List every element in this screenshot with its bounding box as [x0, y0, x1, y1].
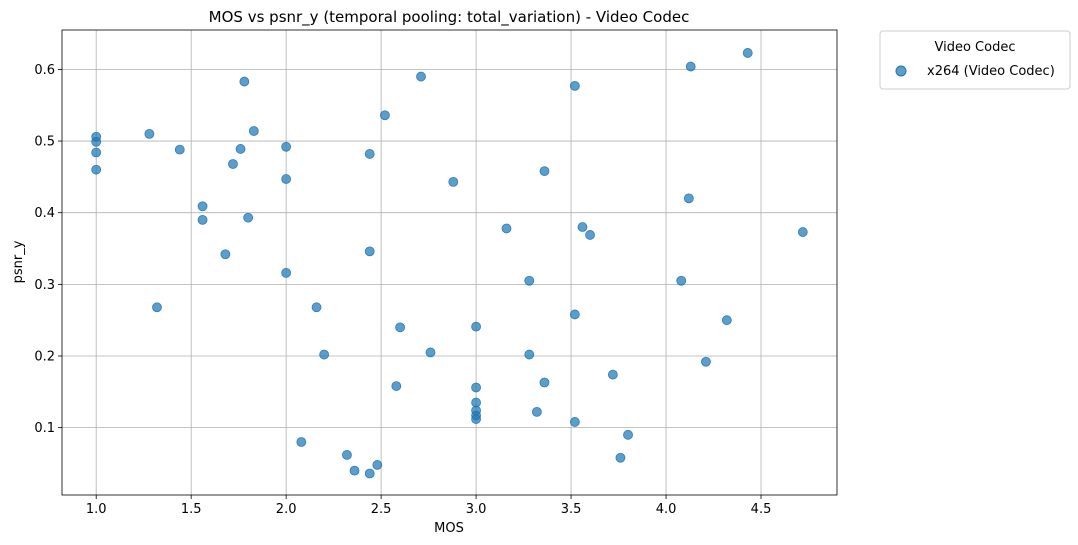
data-point: [471, 382, 481, 393]
data-point: [152, 302, 162, 313]
data-point: [569, 80, 580, 91]
data-point: [235, 144, 246, 154]
data-point: [416, 71, 426, 82]
x-tick-label: 2.5: [371, 502, 392, 517]
x-tick-label: 1.5: [181, 502, 202, 517]
data-point: [615, 452, 626, 463]
data-point: [281, 141, 292, 152]
data-point: [296, 437, 307, 447]
data-point: [239, 76, 250, 87]
data-point: [531, 406, 542, 417]
x-tick-label: 4.5: [751, 502, 772, 517]
data-point: [91, 136, 102, 147]
data-point: [721, 315, 732, 326]
legend: Video Codec x264 (Video Codec): [879, 30, 1071, 90]
data-point: [539, 377, 550, 388]
legend-title: Video Codec: [935, 40, 1016, 55]
data-point: [471, 414, 481, 424]
data-point: [524, 275, 535, 286]
data-point: [372, 460, 383, 470]
x-tick-label: 3.0: [466, 502, 487, 517]
data-point: [342, 449, 352, 460]
data-point: [220, 249, 231, 260]
data-points: [91, 48, 808, 479]
data-point: [197, 201, 208, 212]
data-point: [364, 468, 375, 479]
data-point: [364, 246, 375, 257]
data-point: [349, 465, 360, 476]
x-tick-label: 4.0: [656, 502, 677, 517]
y-tick-label: 0.2: [34, 350, 55, 365]
x-tick-label: 2.0: [276, 502, 297, 517]
legend-box: [879, 30, 1071, 90]
data-point: [501, 223, 512, 234]
data-point: [380, 110, 390, 121]
plot-frame: [61, 29, 838, 496]
data-point: [577, 222, 588, 232]
data-point: [395, 322, 406, 333]
grid-lines: [62, 30, 837, 495]
data-point: [281, 267, 292, 278]
y-tick-label: 0.3: [34, 278, 55, 293]
data-point: [569, 417, 580, 427]
data-point: [524, 349, 535, 360]
data-point: [539, 166, 550, 177]
data-point: [797, 227, 808, 237]
data-point: [248, 126, 259, 136]
legend-label: x264 (Video Codec): [927, 64, 1055, 79]
data-point: [364, 149, 375, 159]
data-point: [425, 347, 436, 358]
y-axis-ticks: 0.1 0.2 0.3 0.4 0.5 0.6: [34, 63, 62, 436]
data-point: [228, 159, 238, 169]
data-point: [683, 193, 694, 204]
data-point: [742, 48, 753, 58]
data-point: [197, 214, 208, 225]
y-tick-label: 0.4: [34, 206, 55, 221]
chart-title: MOS vs psnr_y (temporal pooling: total_v…: [209, 8, 690, 27]
data-point: [319, 349, 330, 360]
legend-marker: [895, 65, 907, 77]
data-point: [91, 164, 102, 175]
data-point: [243, 212, 254, 223]
y-tick-label: 0.5: [34, 135, 55, 150]
data-point: [448, 176, 459, 187]
data-point: [585, 230, 595, 240]
data-point: [391, 381, 402, 391]
x-tick-label: 1.0: [86, 502, 107, 517]
data-point: [569, 309, 580, 320]
x-axis-title: MOS: [434, 521, 464, 536]
y-tick-label: 0.6: [34, 63, 55, 78]
data-point: [91, 147, 102, 158]
data-point: [685, 61, 696, 72]
data-point: [623, 429, 633, 440]
y-axis-title: psnr_y: [11, 240, 26, 283]
x-tick-label: 3.5: [561, 502, 582, 517]
data-point: [471, 321, 481, 332]
data-point: [676, 275, 687, 286]
data-point: [607, 369, 618, 380]
y-tick-label: 0.1: [34, 421, 55, 436]
data-point: [281, 174, 292, 184]
data-point: [311, 302, 322, 313]
x-axis-ticks: 1.0 1.5 2.0 2.5 3.0 3.5 4.0 4.5: [86, 495, 772, 517]
data-point: [144, 128, 155, 139]
data-point: [701, 356, 711, 367]
data-point: [174, 144, 185, 155]
